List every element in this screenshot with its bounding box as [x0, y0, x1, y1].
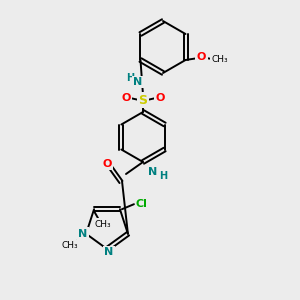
Text: H: H: [126, 73, 134, 83]
Text: N: N: [133, 77, 142, 87]
Text: H: H: [159, 171, 167, 181]
Text: O: O: [197, 52, 206, 62]
Text: Cl: Cl: [136, 199, 148, 209]
Text: O: O: [102, 159, 112, 169]
Text: CH₃: CH₃: [211, 56, 228, 64]
Text: O: O: [155, 93, 165, 103]
Text: N: N: [104, 247, 114, 257]
Text: S: S: [139, 94, 148, 106]
Text: N: N: [79, 229, 88, 239]
Text: O: O: [121, 93, 131, 103]
Text: CH₃: CH₃: [95, 220, 111, 229]
Text: CH₃: CH₃: [62, 241, 78, 250]
Text: N: N: [148, 167, 158, 177]
